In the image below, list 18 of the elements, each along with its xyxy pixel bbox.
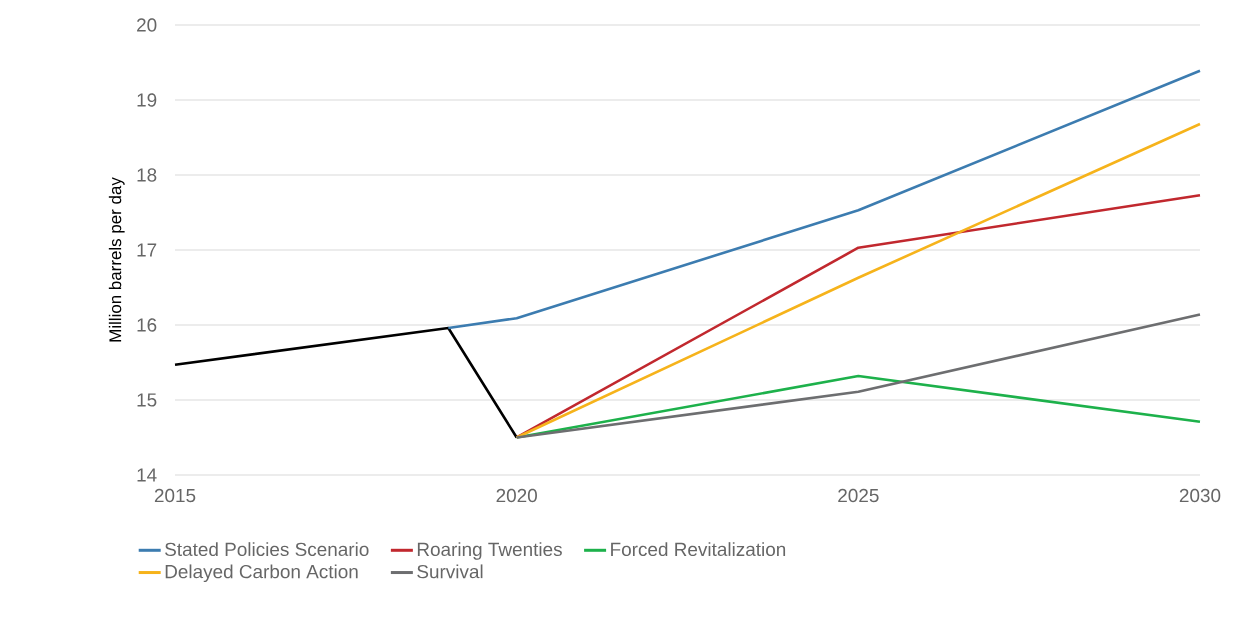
legend-label: Delayed Carbon Action (165, 564, 358, 583)
y-axis-title: Million barrels per day (108, 177, 125, 342)
line-series (447, 69, 1202, 330)
x-tick-label: 2020 (496, 488, 537, 503)
legend-label: Stated Policies Scenario (165, 542, 369, 557)
y-tick-label: 16 (137, 318, 157, 332)
y-tick-label: 14 (137, 468, 157, 482)
y-tick-label: 19 (137, 93, 157, 107)
x-tick-label: 2015 (154, 488, 196, 503)
y-tick-label: 15 (137, 393, 157, 407)
x-tick-label: 2025 (838, 488, 879, 503)
x-tick-label: 2030 (1179, 488, 1221, 503)
legend-label: Forced Revitalization (611, 542, 786, 557)
y-tick-label: 20 (137, 18, 157, 32)
legend-label: Roaring Twenties (417, 542, 562, 560)
y-tick-label: 18 (137, 168, 157, 182)
legend-label: Survival (417, 564, 483, 579)
y-tick-label: 17 (137, 243, 157, 257)
